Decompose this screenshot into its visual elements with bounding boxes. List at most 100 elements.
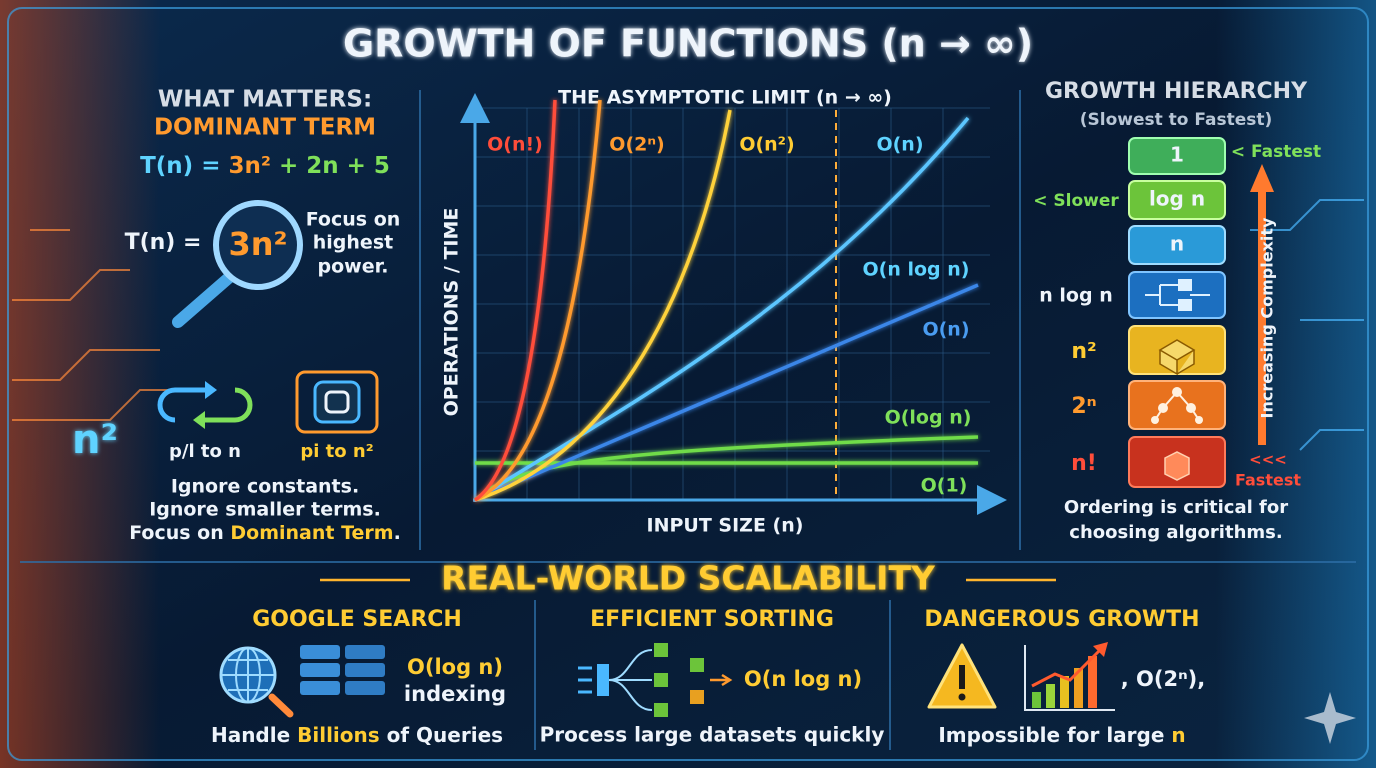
formula-part: 3n² [228, 153, 270, 179]
plot-title: THE ASYMPTOTIC LIMIT (n → ∞) [558, 87, 892, 109]
card-title: GOOGLE SEARCH [252, 607, 462, 632]
square-icon [295, 370, 379, 434]
hierarchy-title: GROWTH HIERARCHY [1045, 79, 1308, 104]
sorting-icon-part [690, 690, 704, 704]
caption: Handle Billions of Queries [211, 723, 503, 747]
plot-grid [475, 107, 990, 500]
level-boxes-part [1178, 279, 1192, 291]
complexity: , O(2ⁿ), [1121, 667, 1206, 691]
level-boxes-part [1178, 299, 1192, 311]
top-marker: < Fastest [1231, 142, 1321, 162]
curve-label: O(n log n) [863, 259, 970, 281]
hierarchy-subtitle: (Slowest to Fastest) [1080, 110, 1273, 130]
magnifier [213, 200, 303, 290]
loop-icon-part [193, 411, 205, 429]
scalability: REAL-WORLD SCALABILITY GOOGLE SEARCH EFF… [211, 559, 1205, 747]
curves-part [474, 99, 557, 502]
curves-part [474, 99, 602, 502]
note-part: . [394, 522, 401, 544]
curves [473, 99, 979, 502]
x-label: INPUT SIZE (n) [647, 515, 804, 537]
danger-icons-part [1060, 676, 1069, 708]
background-part [7, 7, 1369, 761]
curves-part [474, 116, 970, 502]
note: Ignore smaller terms. [149, 499, 381, 521]
slower-marker: < Slower [1033, 191, 1119, 211]
danger-icons-part [1093, 642, 1108, 657]
note-part: Dominant Term [230, 522, 393, 544]
danger-icons-part [1031, 648, 1102, 688]
lens-prefix: T(n) = [125, 230, 202, 255]
lens-term: 3n² [228, 225, 287, 263]
detail: indexing [404, 682, 506, 706]
section-title: REAL-WORLD SCALABILITY [441, 559, 936, 598]
curve-label: O(log n) [885, 407, 972, 429]
card-title: DANGEROUS GROWTH [924, 607, 1199, 632]
curves-part [474, 109, 732, 502]
note-part: Focus on [129, 522, 230, 544]
danger-icons-part [1088, 656, 1097, 708]
hierarchy: GROWTH HIERARCHY (Slowest to Fastest) 1 … [1033, 79, 1321, 543]
note: Focus on Dominant Term. [129, 522, 401, 544]
lens-note: highest [313, 232, 393, 254]
background-part [12, 229, 180, 421]
google-icons-part [300, 645, 340, 659]
sorting-icon-part [608, 649, 653, 711]
complexity: O(log n) [407, 655, 503, 679]
google-icons [219, 645, 385, 718]
loop-icon-part [205, 381, 217, 399]
danger-icons-part [959, 665, 965, 689]
loop-icon-part [157, 387, 210, 423]
caption: Process large datasets quickly [540, 723, 885, 747]
google-icons-part [221, 648, 275, 702]
formula-part: + 2n + 5 [271, 153, 390, 179]
sorting-icon-part [690, 658, 704, 672]
danger-icons-part [1024, 645, 1115, 711]
level-boxes-part [1128, 225, 1226, 265]
caption-part: Billions [297, 723, 380, 747]
title: GROWTH OF FUNCTIONS (n → ∞) [343, 22, 1033, 66]
formula-part: T(n) = [140, 153, 228, 179]
sorting-icon-part [654, 703, 668, 717]
danger-icons [927, 642, 1115, 711]
background-part [1216, 0, 1376, 768]
sorting-icon [578, 643, 733, 717]
side-label: n² [1071, 339, 1096, 364]
sorting-icon-part [710, 673, 733, 687]
sorting-icon-part [597, 664, 609, 696]
google-icons-part [345, 681, 385, 695]
level-label: n [1170, 232, 1184, 256]
danger-icons-part [1046, 684, 1055, 708]
caption-part: of Queries [380, 723, 503, 747]
complexity: O(n log n) [744, 667, 862, 691]
google-icons-part [345, 663, 385, 677]
level-boxes [1128, 137, 1226, 488]
curve-label: O(n²) [739, 134, 794, 156]
caption: Impossible for large n [938, 723, 1185, 747]
sorting-icon-part [578, 666, 592, 694]
magnifier-handle [172, 269, 238, 328]
hierarchy-note: choosing algorithms. [1069, 522, 1282, 543]
google-icons-part [345, 645, 385, 659]
level-boxes-part [1164, 451, 1190, 481]
y-label: OPERATIONS / TIME [441, 208, 463, 417]
icon-label: p/l to n [169, 441, 241, 462]
left-panel: WHAT MATTERS: DOMINANT TERM T(n) = 3n² +… [72, 87, 401, 544]
big-term: n² [72, 417, 118, 463]
level-label: 1 [1170, 143, 1184, 167]
note: Ignore constants. [171, 476, 359, 498]
bottom-marker: <<< [1249, 451, 1287, 469]
axis-label: Increasing Complexity [1258, 217, 1277, 418]
formula: T(n) = 3n² + 2n + 5 [140, 153, 390, 179]
side-label: n log n [1039, 285, 1112, 307]
heading: WHAT MATTERS: [158, 87, 372, 113]
danger-icons-part [1074, 668, 1083, 708]
danger-icons-part [1032, 692, 1041, 708]
curve-label: O(n) [876, 134, 923, 156]
level-boxes-part [1128, 271, 1226, 319]
level-label: log n [1149, 187, 1205, 211]
icon-label: pi to n² [300, 441, 373, 462]
curve-label: O(1) [921, 475, 968, 497]
curve-label: O(2ⁿ) [609, 134, 664, 156]
